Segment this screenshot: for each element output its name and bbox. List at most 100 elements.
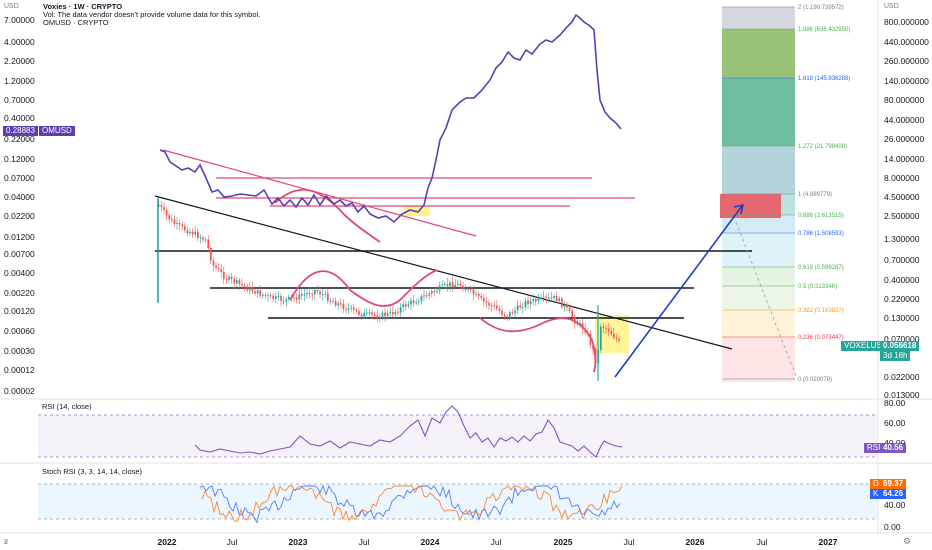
candle-body [592,344,594,350]
fib-level-label: 0.618 (0.599287) [798,265,844,271]
candle-body [542,296,545,298]
candle-body [589,333,592,345]
pattern-curve-pink[interactable] [289,269,438,307]
left-tick-label: 0.07000 [4,173,35,183]
candle-body [228,276,230,280]
stoch-d-line[interactable] [201,485,623,523]
candle-body [477,293,480,297]
pattern-curve-pink[interactable] [479,317,597,373]
candle-body [256,290,259,294]
right-tick-label: 140.000000 [884,76,929,86]
candle-body [618,338,620,341]
stoch-scale[interactable]: 40.00 0.00 [884,500,906,532]
right-price-scale[interactable]: 800.000000 440.000000 260.000000 140.000000… [884,17,929,400]
candle-body [202,237,204,240]
candle-body [236,280,238,284]
voxel-symbol-tag[interactable]: VOXELUSD [841,341,891,351]
candle-body [301,294,303,296]
time-tick-label: 2026 [686,537,705,547]
candle-body [319,291,321,295]
rsi-tick-label: 60.00 [884,418,906,428]
time-tick-label: 2027 [819,537,838,547]
candle-body [392,312,394,315]
candle-body [496,305,498,309]
candle-body [506,316,509,318]
time-tick-label: Jul [757,537,768,547]
candle-body [238,280,241,284]
chart-title[interactable]: Voxies · 1W · CRYPTO [43,2,123,11]
rsi-band [38,415,878,457]
candle-body [358,311,360,315]
candle-body [402,304,405,308]
projection-arrow[interactable] [614,205,743,378]
time-tick-label: 2022 [158,537,177,547]
candle-body [366,312,368,314]
candle-body [241,283,243,286]
candle-body [480,296,483,298]
pattern-curve-pink[interactable] [274,188,381,243]
time-scale[interactable]: 2022 Jul 2023 Jul 2024 Jul 2025 Jul 2026 Jul 2027 [158,537,838,547]
stoch-k-line[interactable] [199,484,621,524]
fib-extension[interactable]: 2 (1,190.739572) 1.886 (636.432950) 1.618 … [720,5,850,383]
tradingview-logo-icon[interactable]: ƶ [4,537,8,546]
candle-body [171,219,173,221]
candle-body [360,314,363,317]
candle-body [350,307,353,309]
right-tick-label: 44.000000 [884,115,924,125]
candle-body [259,290,262,296]
candle-body [561,298,563,307]
highlight-box-om[interactable] [404,205,430,216]
left-axis-unit: USD [4,3,19,10]
right-tick-label: 8.000000 [884,173,920,183]
om-price-tag: 0.28883 [3,126,38,136]
candle-body [272,295,275,300]
candle-body [194,231,197,235]
candle-body [475,293,477,295]
fib-zone [722,78,795,146]
time-tick-label: Jul [359,537,370,547]
fib-zone [722,146,795,194]
voxel-candles[interactable] [157,198,620,381]
settings-gear-icon[interactable]: ⚙ [903,536,912,546]
right-tick-label: 0.013000 [884,390,920,400]
candle-body [197,231,199,239]
fib-level-label: 1.886 (636.432950) [798,27,850,33]
rsi-line[interactable] [194,405,623,458]
candle-body [529,300,532,305]
candle-body [584,328,587,333]
left-price-scale[interactable]: 7.00000 4.00000 2.20000 1.20000 0.70000 0.400… [4,15,35,396]
rsi-scale[interactable]: 80.0060.0040.00 [884,398,906,448]
om-symbol-tag[interactable]: OMUSD [39,126,75,136]
fib-target-box[interactable] [720,194,781,218]
candle-body [308,293,311,295]
candle-body [412,300,415,303]
candle-body [225,278,228,280]
stoch-title[interactable]: Stoch RSI (3, 3, 14, 14, close) [42,467,143,476]
candle-body [438,285,441,291]
rsi-title[interactable]: RSI (14, close) [42,402,92,411]
candle-body [184,226,186,231]
candle-body [386,313,389,317]
left-tick-label: 0.00220 [4,288,35,298]
candle-body [373,314,376,316]
trendline-pink[interactable] [162,149,477,237]
om-price-line[interactable] [159,13,622,224]
candle-body [379,318,381,320]
fib-level-label: 0.5 (0.313346) [798,284,837,290]
compare-symbol[interactable]: OMUSD · CRYPTO [43,18,109,27]
candle-body [605,327,607,329]
trendline-black[interactable] [154,195,733,350]
left-tick-label: 0.00002 [4,386,35,396]
candle-body [610,331,613,334]
candle-body [293,297,295,299]
fib-level-label: 1.272 (21.798408) [798,144,847,150]
arrow-head-icon [733,203,745,215]
time-tick-label: Jul [491,537,502,547]
stoch-k-value-tag: 64.26 [880,489,907,499]
candle-body [558,298,561,302]
right-tick-label: 80.000000 [884,95,924,105]
left-tick-label: 0.00120 [4,306,35,316]
fib-diagonal[interactable] [735,221,798,380]
candle-body [527,300,529,305]
